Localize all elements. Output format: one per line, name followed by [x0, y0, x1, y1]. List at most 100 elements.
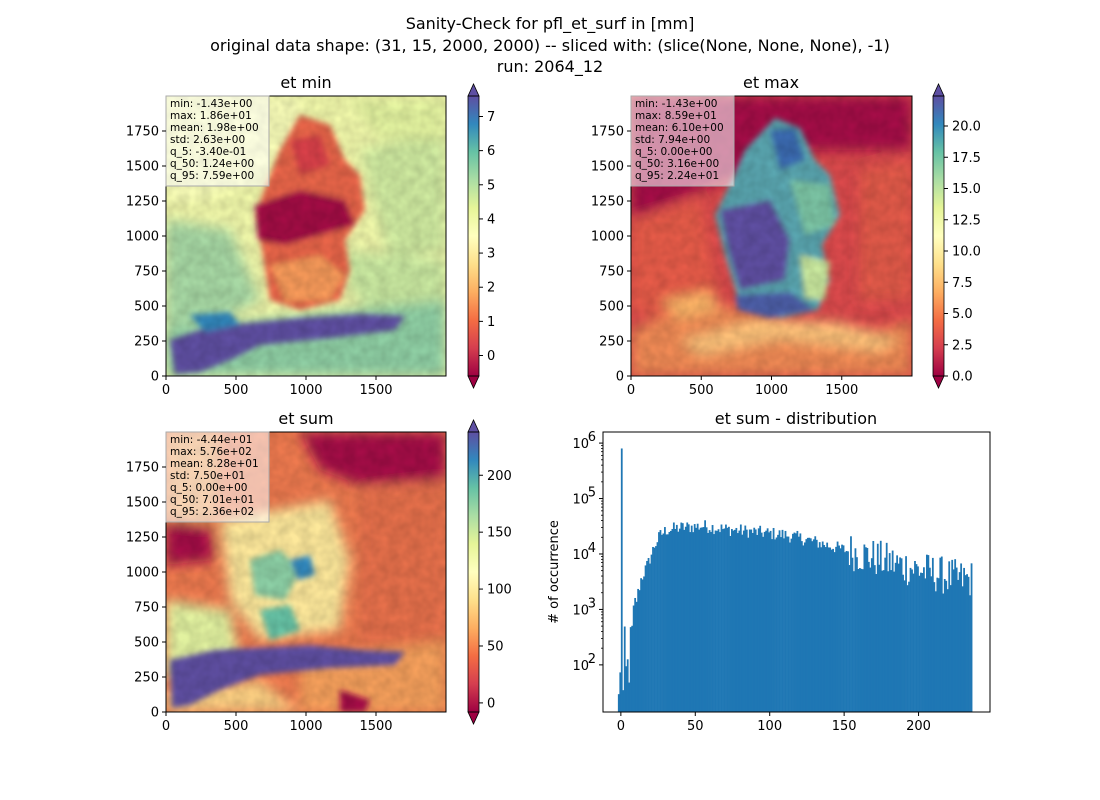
stat-std: std: 7.50e+01 — [170, 470, 245, 482]
histogram-bar — [802, 545, 805, 712]
histogram-bar — [923, 567, 925, 712]
histogram-bar — [945, 580, 948, 712]
y-tick-label: 500 — [134, 300, 159, 315]
histogram-bar — [940, 556, 943, 712]
y-tick-label: 1250 — [126, 531, 159, 546]
histogram-bar — [845, 551, 848, 712]
histogram-bar — [912, 573, 915, 712]
heatmap-image — [166, 96, 446, 376]
histogram-bar — [646, 560, 648, 712]
histogram-bar — [928, 567, 931, 712]
x-tick-label: 1500 — [825, 383, 858, 398]
histogram-bar — [952, 569, 955, 712]
histogram-bar — [876, 543, 879, 712]
histogram-bar — [655, 546, 657, 712]
histogram-bar — [836, 541, 839, 712]
y-tick-exponent: 6 — [588, 430, 596, 445]
histogram-bar — [888, 553, 891, 712]
histogram-bar — [723, 528, 726, 712]
figure-title-line-3: run: 2064_12 — [497, 57, 603, 77]
y-tick-label: 1250 — [591, 195, 624, 210]
y-tick-label: 10 — [572, 437, 589, 452]
histogram-bar — [863, 544, 866, 712]
x-tick-label: 200 — [906, 719, 931, 734]
histogram-bar — [729, 535, 732, 712]
y-tick-label: 1000 — [591, 230, 624, 245]
histogram-bar — [628, 682, 631, 712]
y-tick-label: 1500 — [126, 160, 159, 175]
histogram-bar — [914, 561, 916, 712]
colorbar-tick-label: 3 — [487, 247, 495, 262]
histogram-bar — [763, 531, 766, 712]
histogram-bar — [823, 545, 826, 712]
panel-et-sum-distribution: et sum - distribution 0 50 100 150 200102103… — [547, 409, 991, 734]
colorbar-tick-label: 15.0 — [952, 182, 981, 197]
histogram-bar — [720, 524, 723, 712]
histogram-bar — [908, 581, 910, 712]
histogram-bar — [707, 532, 709, 712]
histogram-bar — [954, 559, 957, 712]
stat-q5: q_5: 0.00e+00 — [170, 482, 247, 494]
histogram-bar — [635, 601, 638, 712]
histogram-bar — [793, 532, 796, 712]
y-tick-label: 750 — [134, 601, 159, 616]
histogram-bar — [955, 567, 958, 712]
histogram-bar — [647, 557, 650, 712]
histogram-bar — [821, 541, 824, 712]
histogram-bar — [885, 542, 888, 712]
histogram-bar — [747, 537, 750, 712]
figure-title: Sanity-Check for pfl_et_surf in [mm] ori… — [210, 14, 890, 77]
histogram-bar — [684, 526, 687, 712]
histogram-bar — [786, 536, 788, 712]
histogram-bar — [781, 529, 784, 712]
histogram-bar — [739, 524, 742, 712]
panel-et-sum: et sum m — [126, 409, 512, 734]
histogram-bar — [900, 558, 903, 712]
histogram-bar — [896, 555, 899, 712]
histogram-bar — [787, 536, 790, 712]
axis-ticks: 0 500 1000 1500 0 250 500 750 1000 1250 1500 1750 — [591, 125, 858, 399]
x-tick-label: 150 — [832, 719, 857, 734]
colorbar-frame — [467, 95, 480, 377]
histogram-bar — [665, 534, 668, 712]
colorbar-tick-label: 4 — [487, 212, 495, 227]
histogram-bar — [817, 547, 820, 712]
histogram-bar — [894, 562, 897, 712]
histogram-bar — [708, 530, 711, 712]
histogram-bar — [814, 536, 817, 712]
histogram-bar — [882, 570, 885, 712]
histogram-bar — [869, 567, 872, 712]
panel-title: et max — [743, 73, 799, 92]
histogram-bar — [946, 589, 949, 712]
histogram-bar — [899, 557, 901, 712]
stat-min: min: -1.43e+00 — [635, 98, 717, 110]
colorbar-tick-label: 150 — [487, 526, 512, 541]
panel-title: et sum - distribution — [715, 409, 877, 428]
histogram-bar — [678, 528, 681, 712]
histogram-bar — [964, 575, 967, 712]
y-tick-label: 10 — [572, 603, 589, 618]
histogram-bar — [652, 546, 654, 712]
y-tick-label: 750 — [134, 265, 159, 280]
histogram-bar — [835, 546, 837, 712]
histogram-bar — [667, 534, 669, 712]
histogram-bar — [634, 597, 637, 712]
histogram-bar — [637, 588, 640, 712]
colorbar-tick-label: 2 — [487, 281, 495, 296]
stat-q5: q_5: 0.00e+00 — [635, 146, 712, 158]
x-tick-label: 1000 — [289, 719, 322, 734]
histogram-bar — [680, 522, 683, 712]
histogram-bar — [856, 557, 858, 712]
axis-ticks: 0 500 1000 1500 0 250 500 750 1000 1250 1500 1750 — [126, 125, 393, 399]
histogram-bar — [748, 529, 751, 712]
stat-max: max: 8.59e+01 — [635, 110, 717, 122]
histogram-bar — [930, 576, 933, 712]
y-tick-label: 1750 — [126, 461, 159, 476]
histogram-bar — [638, 590, 641, 712]
x-tick-label: 1000 — [289, 383, 322, 398]
histogram-bar — [949, 585, 952, 712]
colorbar-tick-label: 7 — [487, 110, 495, 125]
histogram-bar — [795, 533, 797, 712]
histogram-bar — [669, 530, 672, 712]
